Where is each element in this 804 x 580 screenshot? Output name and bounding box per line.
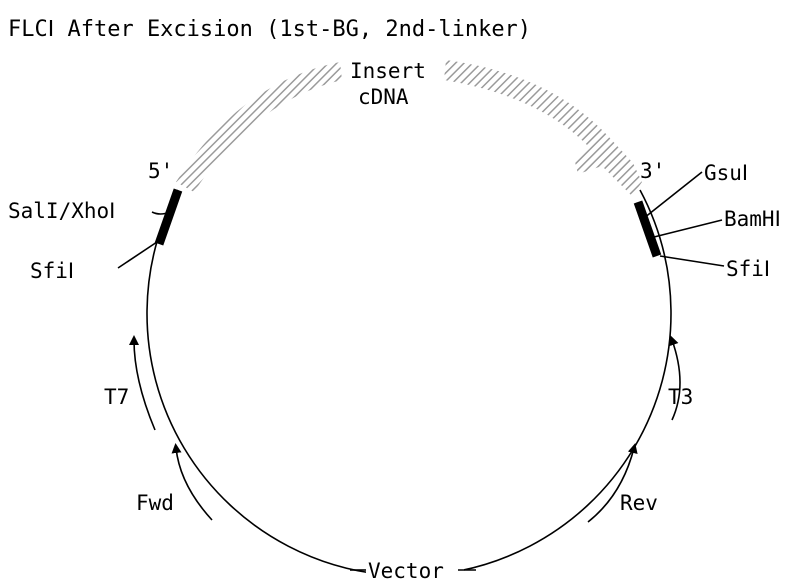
rev-primer-arrow bbox=[587, 443, 638, 523]
bamh-leader bbox=[649, 219, 723, 239]
rev-label: Rev bbox=[620, 491, 658, 515]
sfi-right-leader bbox=[659, 255, 725, 267]
vector-label-bg bbox=[366, 558, 464, 580]
vector-label: Vector bbox=[368, 559, 444, 580]
sfi-left-leader bbox=[117, 239, 161, 269]
insert-arc-left bbox=[176, 62, 342, 192]
three-prime-label: 3' bbox=[640, 159, 665, 183]
bamh-site-label: BamHⅠ bbox=[724, 207, 781, 231]
left-site-block bbox=[154, 188, 183, 246]
t7-label: T7 bbox=[104, 385, 129, 409]
insert-label: Insert bbox=[350, 59, 426, 83]
t3-label: T3 bbox=[668, 385, 693, 409]
diagram-title: FLCⅠ After Excision (1st-BG, 2nd-linker) bbox=[8, 17, 531, 42]
gsu-leader bbox=[643, 171, 703, 219]
t7-primer-arrow bbox=[129, 335, 156, 431]
insert-label-cdna: cDNA bbox=[358, 85, 409, 109]
fwd-primer-arrow bbox=[171, 443, 213, 521]
salxho-site-label: SalI/XhoⅠ bbox=[8, 199, 115, 223]
fwd-label: Fwd bbox=[136, 491, 174, 515]
sfi-right-site-label: SfiⅠ bbox=[726, 257, 770, 281]
right-site-block bbox=[633, 200, 662, 258]
five-prime-label: 5' bbox=[148, 159, 173, 183]
insert-arc-right-arrow bbox=[444, 60, 642, 196]
sfi-left-site-label: SfiⅠ bbox=[30, 259, 74, 283]
salxho-leader bbox=[151, 211, 171, 215]
gsu-site-label: GsuⅠ bbox=[704, 161, 748, 185]
t3-primer-arrow bbox=[668, 335, 681, 421]
